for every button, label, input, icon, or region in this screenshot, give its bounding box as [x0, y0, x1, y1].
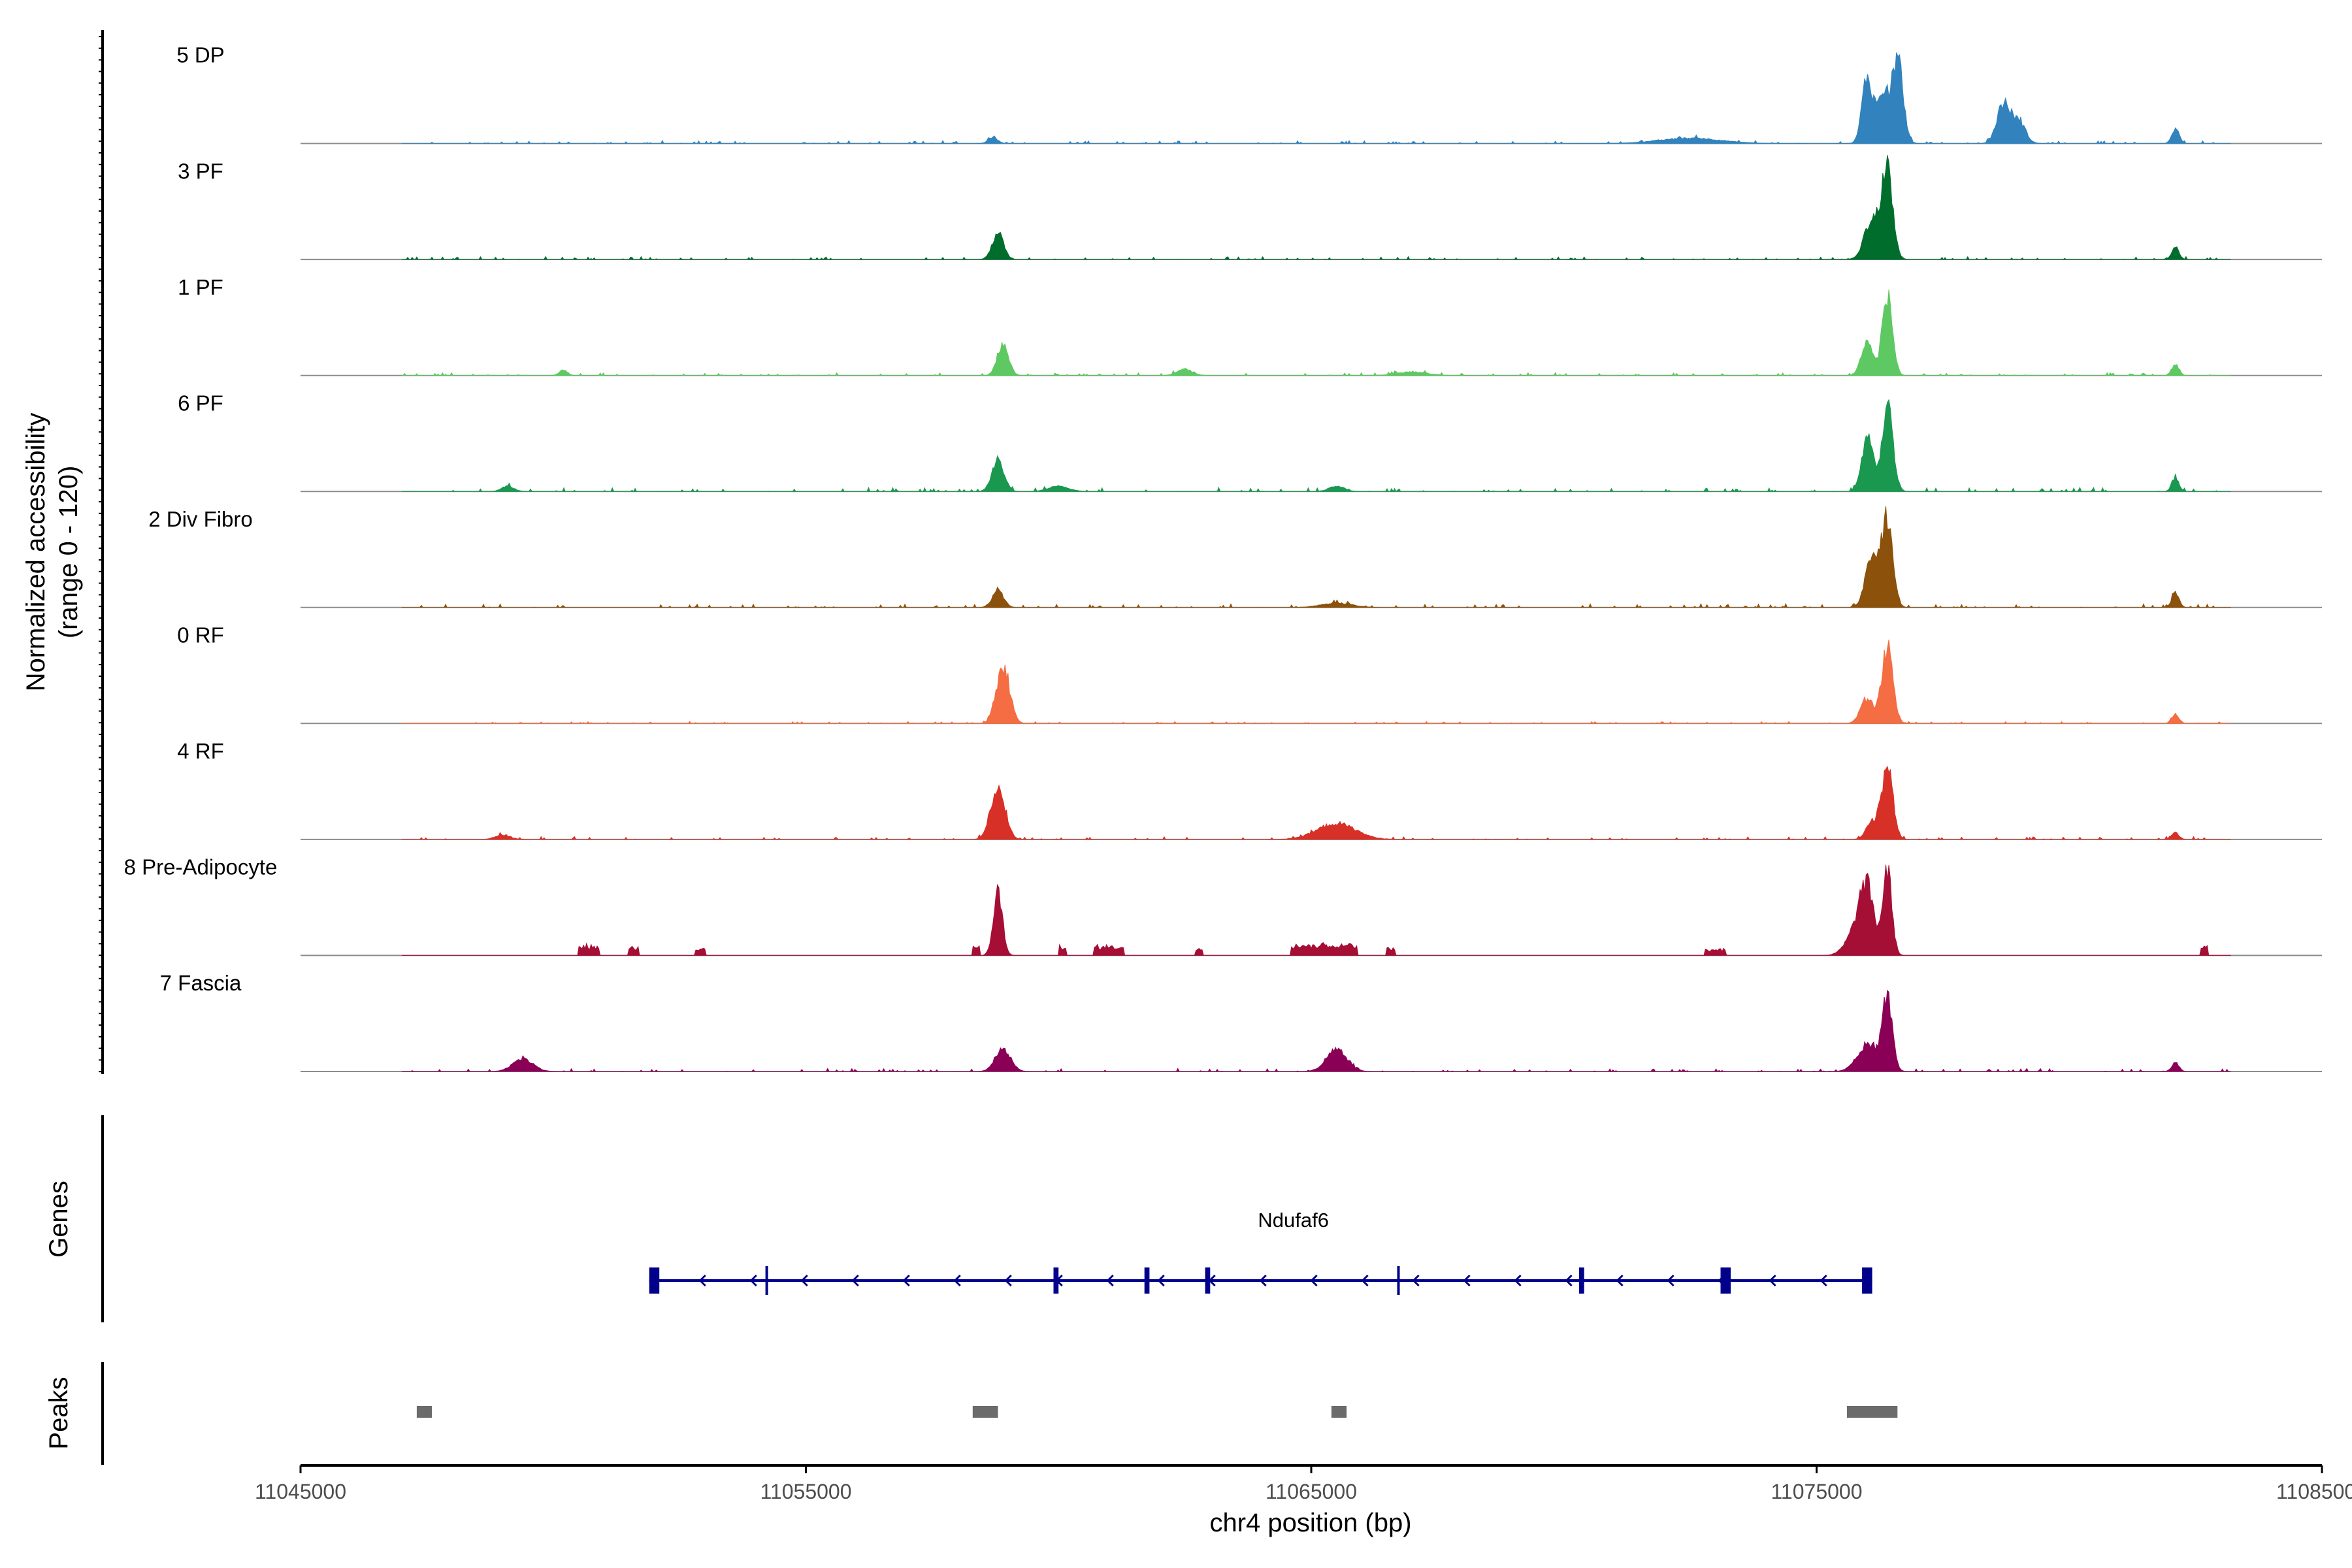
strand-arrow	[1259, 1274, 1267, 1287]
track-label: 0 RF	[177, 623, 224, 647]
track-label: 4 RF	[177, 739, 224, 763]
track-label: 8 Pre-Adipocyte	[124, 855, 278, 879]
strand-arrow	[1769, 1274, 1776, 1287]
strand-arrow	[1514, 1274, 1522, 1287]
track-5-dp: 5 DP	[176, 43, 2322, 144]
gene-exon	[1720, 1267, 1731, 1294]
x-tick-label: 11085000	[2276, 1480, 2352, 1503]
track-2-div-fibro: 2 Div Fibro	[148, 506, 2322, 608]
track-label: 3 PF	[178, 159, 223, 183]
track-label: 7 Fascia	[160, 971, 242, 995]
coverage-area	[401, 52, 2231, 144]
gene-exon	[1579, 1267, 1584, 1294]
strand-arrow	[851, 1274, 859, 1287]
coverage-area	[401, 765, 2231, 840]
track-4-rf: 4 RF	[177, 739, 2322, 840]
x-tick-label: 11075000	[1771, 1480, 1863, 1503]
gene-name-label: Ndufaf6	[1258, 1209, 1329, 1232]
track-0-rf: 0 RF	[177, 623, 2322, 725]
gene-exon	[1144, 1267, 1150, 1294]
track-label: 1 PF	[178, 275, 223, 299]
peak-region	[1846, 1406, 1898, 1418]
gene-exon	[1053, 1267, 1059, 1294]
coverage-area	[401, 399, 2231, 493]
peak-region	[1331, 1406, 1347, 1418]
track-label: 5 DP	[176, 43, 224, 67]
strand-arrow	[800, 1274, 808, 1287]
track-7-fascia: 7 Fascia	[160, 971, 2322, 1072]
track-6-pf: 6 PF	[178, 391, 2322, 493]
strand-arrow	[1412, 1274, 1420, 1287]
coverage-area	[401, 989, 2231, 1072]
gene-model	[649, 1266, 1872, 1295]
strand-arrow	[1565, 1274, 1573, 1287]
coverage-tracks: 5 DP 3 PF 1 PF 6 PF 2 Div Fibro 0 RF 4 RF 8 Pre…	[124, 43, 2322, 1072]
peak-regions	[416, 1406, 1898, 1418]
strand-arrow	[1106, 1274, 1114, 1287]
gene-exon	[649, 1267, 660, 1294]
coverage-area	[401, 155, 2231, 260]
gene-exon	[765, 1266, 768, 1295]
coverage-area	[401, 864, 2231, 956]
peak-region	[416, 1406, 433, 1418]
genes-track-label: Genes	[44, 1181, 73, 1258]
strand-arrow	[953, 1274, 961, 1287]
track-8-pre-adipocyte: 8 Pre-Adipocyte	[124, 855, 2322, 956]
coverage-area	[401, 640, 2231, 725]
strand-arrow	[1463, 1274, 1471, 1287]
strand-arrow	[1616, 1274, 1624, 1287]
strand-arrow	[1820, 1274, 1827, 1287]
strand-arrow	[1157, 1274, 1165, 1287]
x-axis-ticks: 11045000 11055000 11065000 11075000 11085000	[255, 1465, 2352, 1503]
strand-arrow	[698, 1274, 706, 1287]
x-tick-label: 11055000	[760, 1480, 852, 1503]
y-axis-subtitle: (range 0 - 120)	[54, 466, 83, 639]
accessibility-y-axis	[99, 30, 104, 1074]
coverage-area	[401, 506, 2231, 608]
track-label: 2 Div Fibro	[148, 507, 253, 531]
track-3-pf: 3 PF	[178, 155, 2322, 261]
gene-exon	[1205, 1267, 1211, 1294]
genes-panel: Genes Ndufaf6	[44, 1115, 1872, 1322]
strand-arrow	[1004, 1274, 1012, 1287]
y-axis-minor-ticks	[99, 36, 103, 1073]
track-label: 6 PF	[178, 391, 223, 415]
peaks-track-label: Peaks	[44, 1377, 73, 1449]
peak-region	[972, 1406, 998, 1418]
x-tick-label: 11065000	[1266, 1480, 1357, 1503]
peaks-panel: Peaks	[44, 1362, 1898, 1465]
strand-arrow	[902, 1274, 910, 1287]
y-axis-title: Normalized accessibility	[22, 413, 50, 692]
x-axis: 11045000 11055000 11065000 11075000 11085000…	[255, 1464, 2352, 1537]
x-axis-title: chr4 position (bp)	[1209, 1509, 1411, 1537]
track-1-pf: 1 PF	[178, 275, 2322, 376]
strand-arrow	[1667, 1274, 1674, 1287]
strand-arrow	[1361, 1274, 1369, 1287]
gene-exon	[1397, 1266, 1400, 1295]
strand-arrow	[749, 1274, 757, 1287]
gene-exon	[1862, 1267, 1872, 1294]
strand-arrow	[1310, 1274, 1318, 1287]
x-tick-label: 11045000	[255, 1480, 346, 1503]
coverage-area	[401, 289, 2231, 376]
